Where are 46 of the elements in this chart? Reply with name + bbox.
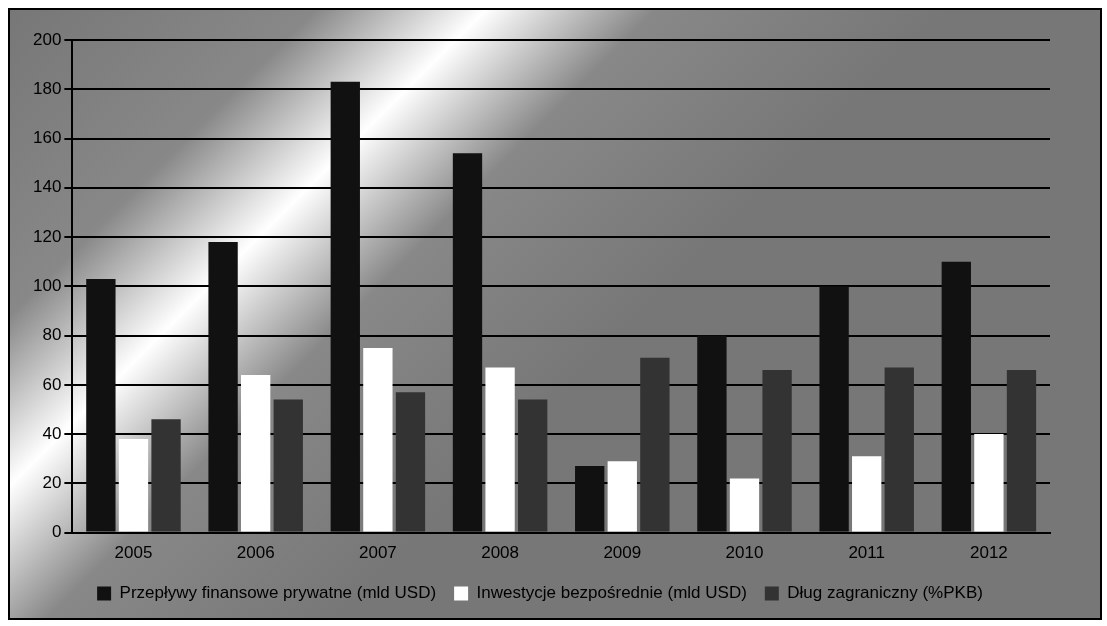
y-tick-label: 40 [42,423,62,443]
y-tick-label: 180 [32,78,62,98]
legend-label: Dług zagraniczny (%PKB) [787,583,983,603]
bar [395,392,426,532]
x-tick-label: 2009 [603,543,642,563]
x-tick-label: 2010 [725,543,764,563]
bar [452,153,483,532]
bar [575,466,605,532]
y-tick-label: 140 [32,177,62,197]
bar [762,370,792,532]
bar [485,367,515,532]
y-tick-label: 80 [42,325,62,345]
bar [819,286,849,532]
bar [697,335,727,532]
x-tick-label: 2005 [114,543,153,563]
bar [86,278,116,532]
y-tick-label: 100 [32,275,62,295]
bar [151,419,181,532]
y-tick-label: 160 [32,128,62,148]
bar [363,347,393,532]
legend-label: Przepływy finansowe prywatne (mld USD) [119,583,437,603]
bar [729,478,760,532]
y-tick-label: 0 [51,522,62,542]
bar [884,367,914,532]
x-tick-label: 2006 [236,543,275,563]
bar [852,456,882,532]
y-tick-label: 20 [42,473,62,493]
bar [241,374,271,532]
x-tick-label: 2011 [848,543,885,563]
x-tick-label: 2008 [481,543,519,563]
y-tick-label: 120 [32,226,62,246]
bar [607,461,637,532]
legend-label: Inwestycje bezpośrednie (mld USD) [476,583,747,603]
bar [1006,370,1037,532]
bar [208,241,238,532]
y-tick-label: 200 [32,29,62,49]
bar [974,434,1004,532]
x-tick-label: 2012 [969,543,1008,563]
bar [330,81,360,532]
x-tick-label: 2007 [358,543,397,563]
bar [640,357,670,532]
bar [273,399,303,532]
bar [941,261,971,532]
bar [518,399,548,532]
bar [118,439,149,532]
y-tick-label: 60 [42,374,62,394]
